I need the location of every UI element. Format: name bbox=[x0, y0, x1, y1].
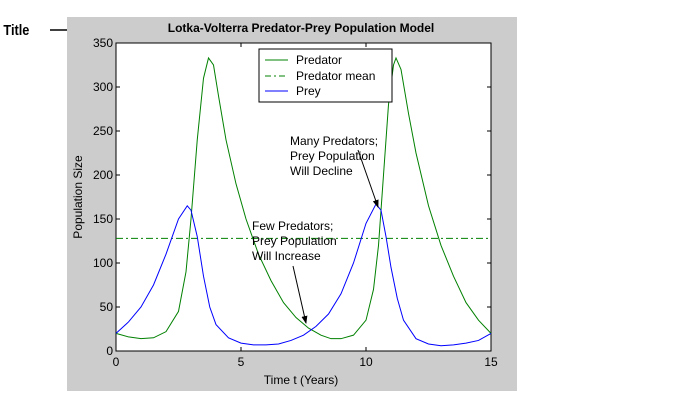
x-tick-label: 15 bbox=[484, 355, 498, 369]
y-tick-label: 0 bbox=[106, 344, 113, 358]
x-tick-label: 0 bbox=[113, 355, 120, 369]
y-tick-label: 50 bbox=[100, 300, 114, 314]
legend: Predator Predator mean Prey bbox=[258, 48, 393, 103]
y-tick-label: 300 bbox=[93, 80, 113, 94]
annotation-arrow bbox=[357, 149, 379, 208]
y-tick-label: 250 bbox=[93, 124, 113, 138]
annotation-text: Few Predators; Prey Population Will Increa… bbox=[252, 219, 337, 263]
x-tick-label: 5 bbox=[238, 355, 245, 369]
annotation-arrow bbox=[292, 265, 308, 324]
chart-title: Lotka-Volterra Predator-Prey Population … bbox=[168, 21, 434, 35]
x-axis-label: Time t (Years) bbox=[264, 373, 338, 387]
annotation-line: Few Predators; bbox=[252, 219, 333, 233]
series-prey bbox=[115, 203, 492, 347]
y-tick-label: 350 bbox=[93, 36, 113, 50]
x-tick-label: 10 bbox=[359, 355, 373, 369]
y-axis-label: Population Size bbox=[71, 155, 85, 239]
legend-label-predator: Predator bbox=[296, 53, 342, 67]
legend-label-prey: Prey bbox=[296, 84, 321, 98]
series-predator bbox=[115, 56, 492, 340]
annotation-line: Will Decline bbox=[290, 164, 353, 178]
callout-title-label: Title bbox=[3, 21, 29, 38]
annotation-line: Prey Population bbox=[290, 149, 375, 163]
annotation-text: Many Predators; Prey Population Will Decli… bbox=[290, 134, 378, 178]
y-tick-label: 200 bbox=[93, 168, 113, 182]
legend-label-predator-mean: Predator mean bbox=[296, 69, 375, 83]
annotation-line: Many Predators; bbox=[290, 134, 378, 148]
y-tick-label: 100 bbox=[93, 256, 113, 270]
y-tick-label: 150 bbox=[93, 212, 113, 226]
annotation-line: Will Increase bbox=[252, 249, 321, 263]
annotation-line: Prey Population bbox=[252, 234, 337, 248]
